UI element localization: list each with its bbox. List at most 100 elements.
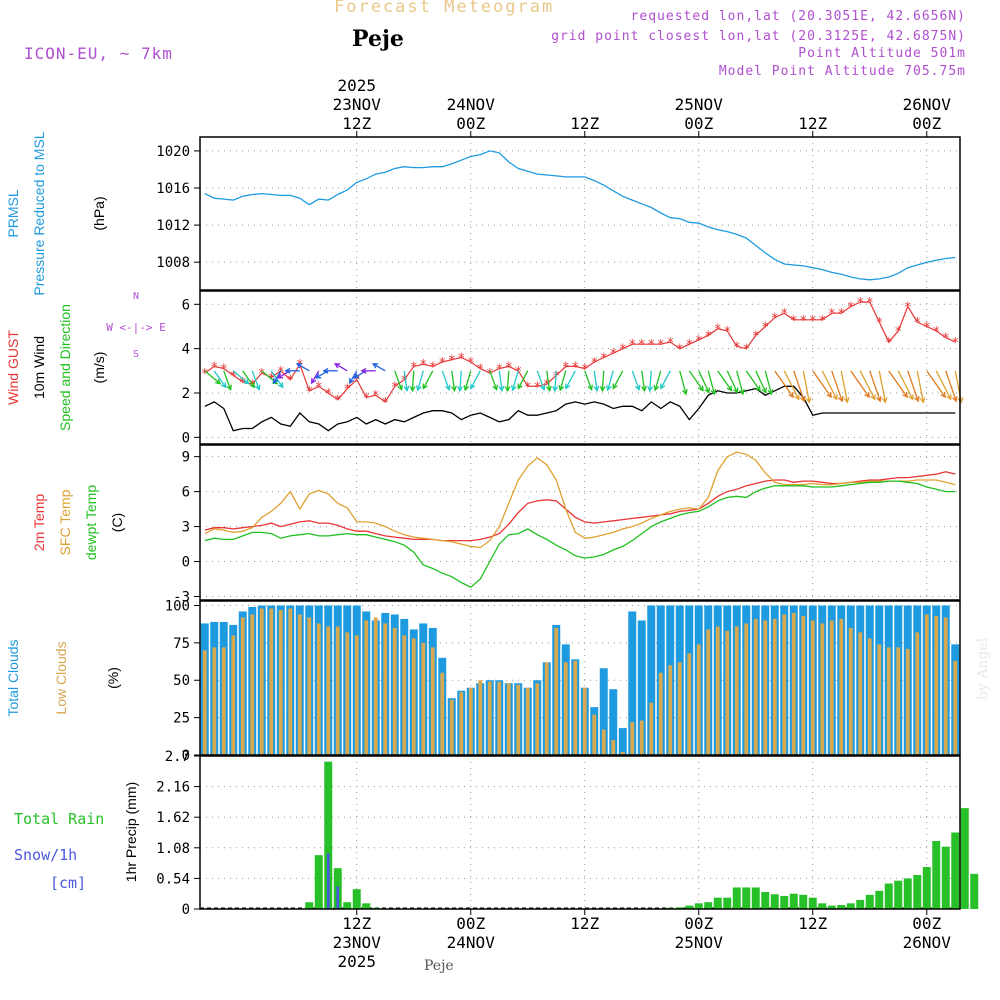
wind-arrow-head <box>254 384 261 391</box>
wind-arrow-head <box>599 385 606 393</box>
gust-marker: * <box>828 307 836 322</box>
panel-frame-temperature <box>199 444 961 601</box>
y-tick-label: 25 <box>173 711 190 727</box>
footer-station: Peje <box>424 958 454 974</box>
wind-arrow-head <box>902 391 908 399</box>
gust-marker: * <box>609 347 617 362</box>
wind-arrow-head <box>552 385 559 393</box>
wind-arrow-head <box>606 385 612 392</box>
y-tick-label: 0 <box>182 555 190 571</box>
cloud-bar-low <box>345 632 350 755</box>
gust-marker: * <box>590 356 598 371</box>
y-tick-label: 2 <box>182 386 190 402</box>
time-label-top: 12Z <box>342 114 371 133</box>
cloud-bar-low <box>649 702 654 755</box>
wind-arrow-head <box>864 391 870 399</box>
y-tick-label: 1.08 <box>156 841 190 857</box>
wind-arrow-head <box>492 384 498 391</box>
panel-label: [cm] <box>50 874 86 892</box>
cloud-bar-low <box>212 647 217 755</box>
cloud-bar-low <box>516 684 521 755</box>
wind-arrow <box>559 370 567 391</box>
cloud-bar-low <box>440 672 445 755</box>
series-line-wind-gust <box>204 301 956 403</box>
wind-arrow <box>812 370 832 398</box>
gust-marker: * <box>847 301 855 316</box>
rain-bar <box>704 902 713 909</box>
gust-marker: * <box>799 314 807 329</box>
gust-marker: * <box>666 336 674 351</box>
gust-marker: * <box>495 363 503 378</box>
gust-marker: * <box>210 360 218 375</box>
gust-marker: * <box>676 343 684 358</box>
series-line-2m-temp <box>204 471 956 542</box>
cloud-bar-low <box>858 632 863 755</box>
gust-marker: * <box>818 314 826 329</box>
gust-marker: * <box>305 385 313 400</box>
panel-frame-precip <box>199 755 961 910</box>
wind-arrow <box>888 370 908 398</box>
cloud-bar-low <box>668 665 673 755</box>
wind-arrow <box>897 370 914 400</box>
wind-arrow <box>726 370 738 393</box>
gust-marker: * <box>201 367 209 382</box>
wind-arrow <box>441 370 450 390</box>
wind-arrow-head <box>881 397 888 404</box>
wind-arrow <box>459 370 462 391</box>
model-altitude: Model Point Altitude 705.75m <box>718 64 966 79</box>
wind-arrow-head <box>739 388 745 396</box>
wind-arrow <box>512 370 519 391</box>
wind-arrow-head <box>311 377 317 385</box>
wind-arrow <box>745 370 761 391</box>
time-label-top: 26NOV <box>903 95 952 114</box>
gust-marker: * <box>885 336 893 351</box>
gust-marker: * <box>942 332 950 347</box>
wind-arrow <box>546 370 551 391</box>
wind-arrow-head <box>314 373 322 379</box>
wind-arrow <box>584 370 593 390</box>
rain-bar <box>932 841 941 909</box>
cloud-bar-low <box>630 722 635 755</box>
gust-marker: * <box>790 314 798 329</box>
cloud-bar-low <box>402 635 407 755</box>
rain-bar <box>305 902 314 909</box>
cloud-bar-low <box>506 683 511 755</box>
wind-arrow-head <box>805 397 812 404</box>
cloud-bar-low <box>269 608 274 755</box>
gust-marker: * <box>723 325 731 340</box>
point-altitude: Point Altitude 501m <box>798 46 966 61</box>
rain-bar <box>970 873 979 909</box>
cloud-bar-low <box>497 681 502 755</box>
wind-arrow <box>372 363 386 372</box>
time-label-top: 23NOV <box>333 95 382 114</box>
panel-label: dewpt Temp <box>83 485 99 560</box>
gust-marker: * <box>258 367 266 382</box>
cloud-bar-low <box>326 626 331 755</box>
cloud-bar-low <box>953 660 958 755</box>
rain-bar <box>875 890 884 909</box>
gust-marker: * <box>581 363 589 378</box>
gust-marker: * <box>780 307 788 322</box>
cloud-bar-low <box>354 635 359 755</box>
wind-arrow <box>417 370 424 391</box>
series-line-sfc-temp <box>204 451 956 549</box>
snow-bar <box>326 853 330 909</box>
y-tick-label: 6 <box>182 297 190 313</box>
wind-arrow-head <box>660 383 666 390</box>
rain-bar <box>780 895 789 909</box>
rain-bar <box>742 887 751 909</box>
rain-bar <box>324 761 333 909</box>
wind-arrow <box>717 370 733 391</box>
wind-arrow-head <box>940 391 946 399</box>
wind-arrow-head <box>794 394 800 401</box>
wind-arrow-head <box>612 383 618 390</box>
cloud-bar-low <box>250 614 255 755</box>
wind-arrow-head <box>634 384 641 391</box>
time-label-bottom: 12Z <box>342 914 371 933</box>
cloud-bar-low <box>421 642 426 755</box>
panel-frame-pressure <box>199 136 961 291</box>
cloud-bar-low <box>934 615 939 755</box>
rain-bar <box>903 878 912 909</box>
wind-arrow <box>213 370 227 388</box>
time-label-bottom: 23NOV <box>333 933 382 952</box>
